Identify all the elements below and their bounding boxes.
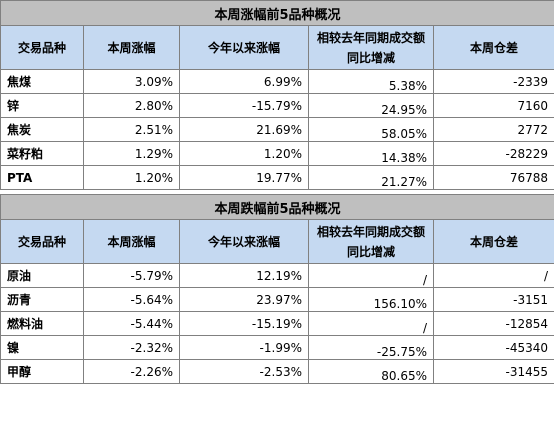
ytd-change: 6.99% — [179, 69, 309, 94]
header-turnover-yoy: 相较去年同期成交额同比增减 — [308, 219, 434, 264]
table-row: 沥青 -5.64% 23.97% 156.10% -3151 — [0, 287, 554, 312]
table-title-row: 本周涨幅前5品种概况 — [0, 0, 554, 26]
oi-change: -28229 — [433, 141, 554, 166]
column-header-row: 交易品种 本周涨幅 今年以来涨幅 相较去年同期成交额同比增减 本周仓差 — [0, 219, 554, 264]
table-row: 镍 -2.32% -1.99% -25.75% -45340 — [0, 335, 554, 360]
header-commodity: 交易品种 — [0, 25, 84, 70]
table-row: PTA 1.20% 19.77% 21.27% 76788 — [0, 165, 554, 190]
header-weekly-change: 本周涨幅 — [83, 25, 180, 70]
table-row: 燃料油 -5.44% -15.19% / -12854 — [0, 311, 554, 336]
turnover-yoy: 24.95% — [308, 93, 434, 118]
commodity-name: 镍 — [0, 335, 84, 360]
weekly-change: 2.80% — [83, 93, 180, 118]
weekly-change: -5.79% — [83, 263, 180, 288]
turnover-yoy: / — [308, 263, 434, 288]
weekly-decliners-table: 本周跌幅前5品种概况 交易品种 本周涨幅 今年以来涨幅 相较去年同期成交额同比增… — [0, 194, 554, 384]
table-row: 原油 -5.79% 12.19% / / — [0, 263, 554, 288]
turnover-yoy: -25.75% — [308, 335, 434, 360]
header-oi-change: 本周仓差 — [433, 219, 554, 264]
turnover-yoy: 21.27% — [308, 165, 434, 190]
commodity-name: PTA — [0, 165, 84, 190]
header-ytd-change: 今年以来涨幅 — [179, 25, 309, 70]
table-row: 菜籽粕 1.29% 1.20% 14.38% -28229 — [0, 141, 554, 166]
oi-change: -45340 — [433, 335, 554, 360]
table-row: 甲醇 -2.26% -2.53% 80.65% -31455 — [0, 359, 554, 384]
turnover-yoy: 80.65% — [308, 359, 434, 384]
oi-change: / — [433, 263, 554, 288]
ytd-change: 19.77% — [179, 165, 309, 190]
ytd-change: -2.53% — [179, 359, 309, 384]
turnover-yoy: 14.38% — [308, 141, 434, 166]
ytd-change: -15.19% — [179, 311, 309, 336]
gainers-title: 本周涨幅前5品种概况 — [0, 0, 554, 26]
ytd-change: 23.97% — [179, 287, 309, 312]
turnover-yoy: 58.05% — [308, 117, 434, 142]
header-commodity: 交易品种 — [0, 219, 84, 264]
ytd-change: 21.69% — [179, 117, 309, 142]
header-oi-change: 本周仓差 — [433, 25, 554, 70]
commodity-name: 锌 — [0, 93, 84, 118]
oi-change: -2339 — [433, 69, 554, 94]
commodity-name: 原油 — [0, 263, 84, 288]
oi-change: -31455 — [433, 359, 554, 384]
commodity-name: 焦炭 — [0, 117, 84, 142]
oi-change: 2772 — [433, 117, 554, 142]
commodity-name: 燃料油 — [0, 311, 84, 336]
weekly-change: 1.20% — [83, 165, 180, 190]
commodity-name: 焦煤 — [0, 69, 84, 94]
oi-change: 7160 — [433, 93, 554, 118]
turnover-yoy: 5.38% — [308, 69, 434, 94]
turnover-yoy: / — [308, 311, 434, 336]
weekly-change: 2.51% — [83, 117, 180, 142]
weekly-change: 3.09% — [83, 69, 180, 94]
ytd-change: 1.20% — [179, 141, 309, 166]
weekly-change: -5.64% — [83, 287, 180, 312]
weekly-gainers-table: 本周涨幅前5品种概况 交易品种 本周涨幅 今年以来涨幅 相较去年同期成交额同比增… — [0, 0, 554, 190]
header-weekly-change: 本周涨幅 — [83, 219, 180, 264]
commodity-name: 甲醇 — [0, 359, 84, 384]
ytd-change: -15.79% — [179, 93, 309, 118]
turnover-yoy: 156.10% — [308, 287, 434, 312]
weekly-change: -5.44% — [83, 311, 180, 336]
table-row: 焦炭 2.51% 21.69% 58.05% 2772 — [0, 117, 554, 142]
weekly-change: -2.32% — [83, 335, 180, 360]
table-title-row: 本周跌幅前5品种概况 — [0, 194, 554, 220]
oi-change: -12854 — [433, 311, 554, 336]
table-row: 焦煤 3.09% 6.99% 5.38% -2339 — [0, 69, 554, 94]
commodity-name: 菜籽粕 — [0, 141, 84, 166]
table-row: 锌 2.80% -15.79% 24.95% 7160 — [0, 93, 554, 118]
decliners-title: 本周跌幅前5品种概况 — [0, 194, 554, 220]
header-ytd-change: 今年以来涨幅 — [179, 219, 309, 264]
commodity-name: 沥青 — [0, 287, 84, 312]
weekly-change: 1.29% — [83, 141, 180, 166]
ytd-change: -1.99% — [179, 335, 309, 360]
column-header-row: 交易品种 本周涨幅 今年以来涨幅 相较去年同期成交额同比增减 本周仓差 — [0, 25, 554, 70]
weekly-change: -2.26% — [83, 359, 180, 384]
oi-change: -3151 — [433, 287, 554, 312]
oi-change: 76788 — [433, 165, 554, 190]
header-turnover-yoy: 相较去年同期成交额同比增减 — [308, 25, 434, 70]
ytd-change: 12.19% — [179, 263, 309, 288]
